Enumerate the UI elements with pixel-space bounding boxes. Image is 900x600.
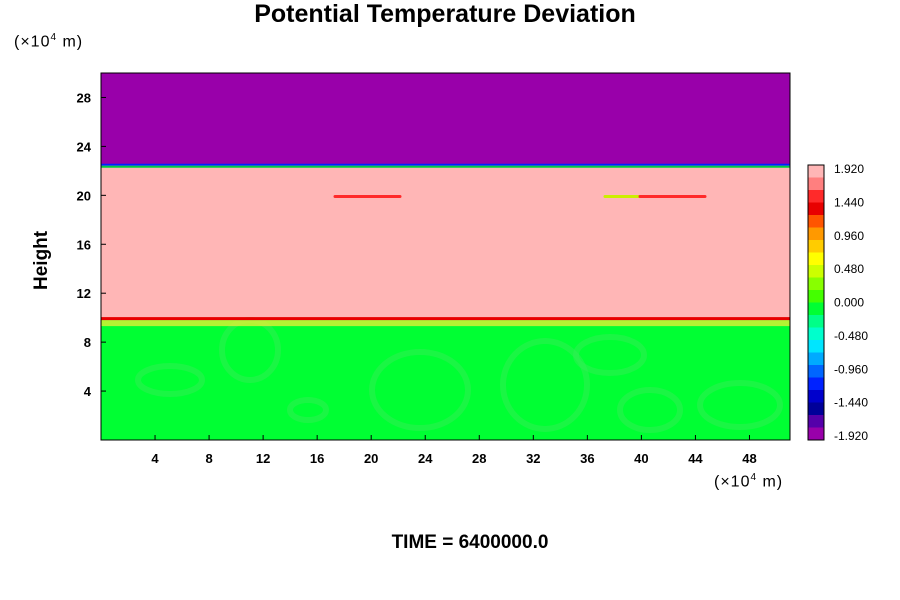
colorbar-swatch-10 [808,290,824,303]
eddy-0 [135,363,205,397]
x-tick-label-4: 4 [151,451,159,466]
y-axis-label: Height [31,230,52,290]
colorbar-swatch-2 [808,190,824,203]
colorbar: 1.920 1.440 0.960 0.480 0.000 -0.480 -0.960 -1.… [807,162,868,443]
colorbar-swatch-11 [808,302,824,316]
heatmap-features [101,163,790,433]
y-axis: 4 8 12 16 20 24 28 [77,90,106,399]
colorbar-swatch-9 [808,277,824,291]
x-axis: 4 8 12 16 20 24 28 32 36 40 44 48 [151,435,757,466]
colorbar-swatch-3 [808,202,824,216]
y-unit-tail: m) [57,33,84,51]
x-unit-base: (×10 [714,473,751,491]
heatmap-layer-upper [101,73,790,165]
eddy-4 [617,387,683,433]
colorbar-swatch-13 [808,327,824,341]
eddy-2 [369,349,471,431]
x-tick-label-12: 12 [256,451,270,466]
x-tick-label-16: 16 [310,451,324,466]
colorbar-tick-label: -0.480 [834,329,868,343]
x-axis-unit: (×104 m) [714,472,783,491]
x-tick-label-44: 44 [688,451,703,466]
colorbar-frame [807,164,825,441]
x-tick-label-20: 20 [364,451,378,466]
colorbar-swatch-17 [808,377,824,391]
colorbar-swatch-12 [808,315,824,328]
y-tick-label-28: 28 [77,90,91,105]
colorbar-tick-label: -1.440 [834,396,868,410]
x-unit-exponent: 4 [750,472,758,483]
eddy-3 [500,338,590,432]
y-tick-label-20: 20 [77,188,91,203]
y-axis-unit: (×104 m) [14,32,83,51]
colorbar-swatch-20 [808,415,824,428]
boundary-fringe-green [101,165,790,168]
y-unit-base: (×10 [14,33,51,51]
y-tick-label-24: 24 [77,139,92,154]
x-tick-label-28: 28 [472,451,486,466]
y-tick-label-16: 16 [77,237,91,252]
heatmap-layer-middle [101,164,790,321]
colorbar-swatch-14 [808,340,824,353]
x-tick-label-36: 36 [580,451,594,466]
colorbar-tick-label: 1.440 [834,195,864,209]
colorbar-swatch-16 [808,365,824,378]
colorbar-swatch-8 [808,265,824,278]
colorbar-tick-label: 1.920 [834,162,864,176]
colorbar-tick-label: 0.960 [834,229,864,243]
y-tick-label-4: 4 [84,384,92,399]
y-tick-label-8: 8 [84,335,91,350]
eddy-1 [287,397,329,423]
boundary-fringe-blue [101,163,790,166]
colorbar-swatch-0 [808,165,824,178]
eddy-7 [573,334,647,376]
colorbar-swatch-21 [808,427,824,441]
x-tick-label-40: 40 [634,451,648,466]
time-label: TIME = 6400000.0 [391,532,549,553]
plot-frame [100,72,791,441]
colorbar-swatch-6 [808,240,824,253]
x-tick-label-48: 48 [742,451,756,466]
boundary-fringe-red [101,317,790,321]
colorbar-swatch-15 [808,352,824,366]
colorbar-tick-label: 0.000 [834,296,864,310]
chart-title: Potential Temperature Deviation [254,0,636,28]
colorbar-tick-label: -1.920 [834,429,868,443]
heatmap-layers [101,73,790,440]
x-unit-tail: m) [757,473,784,491]
colorbar-swatch-4 [808,215,824,228]
colorbar-swatch-7 [808,252,824,266]
y-unit-exponent: 4 [50,32,58,43]
x-tick-label-24: 24 [418,451,433,466]
x-tick-label-8: 8 [205,451,212,466]
eddy-5 [697,380,783,430]
colorbar-swatch-19 [808,402,824,416]
y-tick-label-12: 12 [77,286,91,301]
boundary-fringe-yellow [101,320,790,327]
x-tick-label-32: 32 [526,451,540,466]
colorbar-swatch-5 [808,227,824,241]
colorbar-swatch-18 [808,390,824,403]
colorbar-tick-label: -0.960 [834,362,868,376]
colorbar-tick-label: 0.480 [834,262,864,276]
colorbar-swatch-1 [808,177,824,191]
